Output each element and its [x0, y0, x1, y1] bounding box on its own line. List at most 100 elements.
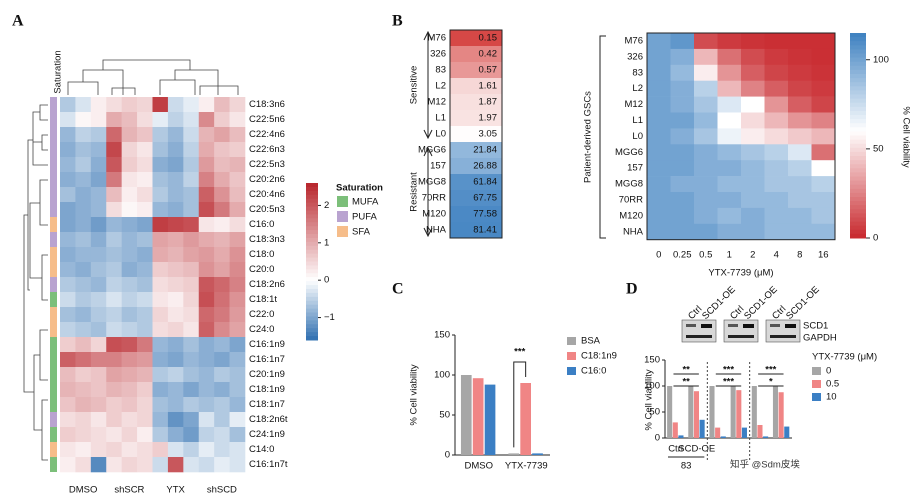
- heat-cell: [811, 160, 836, 177]
- heat-cell: [183, 217, 200, 233]
- heat-cell: [106, 127, 122, 143]
- heat-cell: [198, 202, 215, 218]
- colorbar-step: [850, 201, 866, 206]
- heat-cell: [647, 144, 671, 161]
- heat-cell: [229, 397, 246, 413]
- heat-cell: [647, 128, 671, 145]
- heat-cell: [198, 232, 215, 248]
- heatmap-row-label: M120: [619, 210, 643, 221]
- heatmap-row-label: M76: [625, 35, 643, 46]
- heat-cell: [75, 187, 92, 203]
- colorbar-step: [850, 86, 866, 91]
- colorbar-step: [850, 151, 866, 157]
- heat-cell: [137, 367, 153, 383]
- table-row-label: M120: [422, 209, 446, 220]
- ic50-value: 21.84: [473, 145, 497, 156]
- heat-cell: [90, 127, 107, 143]
- heat-cell: [788, 33, 812, 50]
- heat-cell: [167, 277, 184, 293]
- heat-cell: [121, 232, 138, 248]
- colorbar-step: [306, 230, 318, 235]
- heat-cell: [788, 176, 812, 193]
- colorbar-step: [850, 139, 866, 145]
- y-tick-label: 100: [644, 381, 660, 392]
- heat-cell: [741, 33, 765, 50]
- heat-cell: [214, 457, 230, 473]
- colorbar-step: [306, 218, 318, 223]
- heat-cell: [152, 277, 169, 293]
- heat-cell: [183, 142, 200, 158]
- heat-cell: [75, 127, 92, 143]
- heat-cell: [167, 292, 184, 308]
- colorbar-step: [306, 320, 318, 325]
- colorbar-label: 100: [873, 54, 889, 65]
- legend-swatch: [812, 380, 821, 388]
- colorbar-step: [850, 180, 866, 186]
- heat-cell: [152, 352, 169, 368]
- bar: [772, 386, 779, 438]
- heat-cell: [152, 142, 169, 158]
- heat-cell: [137, 337, 153, 353]
- table-row-label: NHA: [426, 225, 447, 236]
- colorbar-step: [306, 300, 318, 306]
- ic50-cell: [450, 62, 502, 78]
- row-label: C16:1n9: [249, 339, 285, 350]
- heat-cell: [75, 262, 92, 278]
- colorbar-step: [850, 127, 866, 132]
- heat-cell: [137, 187, 153, 203]
- heat-cell: [198, 412, 215, 428]
- legend-title: Saturation: [336, 183, 383, 194]
- ic50-cell: [450, 110, 502, 126]
- row-group-marker: [50, 262, 57, 277]
- legend-swatch: [337, 226, 348, 237]
- ic50-cell: [450, 78, 502, 94]
- legend-swatch: [812, 367, 821, 375]
- colorbar-step: [850, 147, 866, 153]
- heat-cell: [137, 277, 153, 293]
- heat-cell: [647, 192, 671, 209]
- ic50-value: 3.05: [479, 129, 498, 140]
- heat-cell: [75, 142, 92, 158]
- blot-lane-label: SCD1-OE: [784, 284, 822, 322]
- colorbar-step: [850, 176, 866, 182]
- heat-cell: [90, 262, 107, 278]
- colorbar-step: [850, 90, 866, 95]
- resistant-label: Resistant: [409, 172, 420, 212]
- colorbar-step: [306, 237, 318, 243]
- heat-cell: [90, 397, 107, 413]
- blot-band: [785, 324, 796, 328]
- blot-band: [743, 324, 754, 328]
- heat-cell: [137, 322, 153, 338]
- table-border: [449, 29, 503, 239]
- heat-cell: [106, 232, 122, 248]
- heat-cell: [60, 142, 76, 158]
- heat-cell: [121, 337, 138, 353]
- heat-cell: [167, 232, 184, 248]
- heat-cell: [137, 382, 153, 398]
- colorbar-step: [306, 261, 318, 266]
- heat-cell: [183, 352, 200, 368]
- column-group-label: DMSO: [69, 485, 98, 496]
- heat-cell: [198, 112, 215, 128]
- row-group-marker: [50, 232, 57, 247]
- heat-cell: [670, 176, 695, 193]
- heat-cell: [121, 457, 138, 473]
- heat-cell: [183, 442, 200, 458]
- heat-cell: [60, 217, 76, 233]
- colorbar-step: [850, 217, 866, 223]
- heat-cell: [717, 192, 742, 209]
- legend-swatch: [567, 352, 576, 360]
- heat-cell: [167, 187, 184, 203]
- heat-cell: [152, 307, 169, 323]
- colorbar-label: 1: [324, 237, 329, 248]
- legend-swatch: [337, 211, 348, 222]
- row-group-marker: [50, 322, 57, 337]
- bar: [778, 392, 784, 438]
- resistant-arrow: [423, 146, 433, 238]
- heat-cell: [811, 207, 836, 225]
- heat-cell: [183, 382, 200, 398]
- heat-cell: [717, 144, 742, 161]
- heat-cell: [152, 457, 169, 473]
- ic50-cell: [450, 158, 502, 174]
- colorbar-step: [850, 49, 866, 54]
